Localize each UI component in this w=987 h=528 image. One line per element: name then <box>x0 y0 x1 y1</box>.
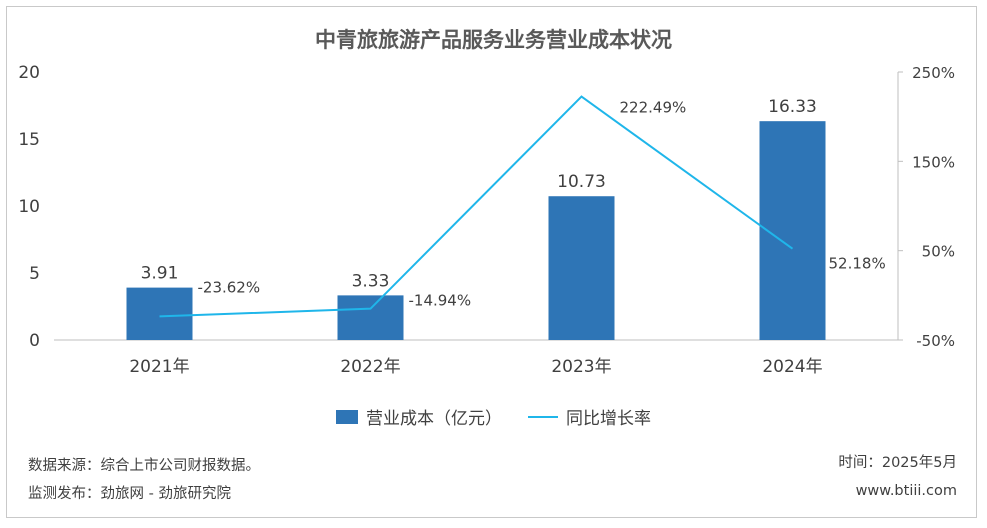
bar-2022年 <box>337 295 404 340</box>
right-axis-tick-label: -50% <box>916 332 955 350</box>
line-data-label: -14.94% <box>409 292 472 310</box>
footer-right: 时间：2025年5月 www.btiii.com <box>838 449 957 505</box>
bar-data-label: 16.33 <box>768 97 817 117</box>
bar-2023年 <box>548 196 615 340</box>
footer-left: 数据来源：综合上市公司财报数据。 监测发布：劲旅网 - 劲旅研究院 <box>28 452 260 508</box>
publisher-note: 监测发布：劲旅网 - 劲旅研究院 <box>28 486 231 502</box>
left-axis-tick-label: 5 <box>29 264 40 284</box>
line-data-label: 52.18% <box>829 255 886 273</box>
chart-legend: 营业成本（亿元） 同比增长率 <box>0 404 987 429</box>
x-axis-tick-label: 2023年 <box>551 357 611 377</box>
legend-bar-swatch <box>336 409 358 424</box>
left-axis-tick-label: 10 <box>18 197 40 217</box>
x-axis-tick-label: 2024年 <box>762 357 822 377</box>
bar-data-label: 3.33 <box>352 271 390 291</box>
bar-2024年 <box>759 121 826 340</box>
legend-label-growth: 同比增长率 <box>566 409 651 429</box>
chart-title: 中青旅旅游产品服务业务营业成本状况 <box>315 28 672 52</box>
data-source-note: 数据来源：综合上市公司财报数据。 <box>28 458 260 474</box>
legend-label-cost: 营业成本（亿元） <box>366 409 502 429</box>
left-axis-tick-label: 15 <box>18 130 40 150</box>
website-text: www.btiii.com <box>855 483 957 499</box>
legend-item-growth: 同比增长率 <box>528 404 651 429</box>
legend-line-swatch <box>528 415 558 418</box>
bar-2021年 <box>126 287 193 340</box>
bar-data-label: 3.91 <box>141 264 179 284</box>
line-data-label: -23.62% <box>198 278 261 296</box>
chart-plot: 0 5 10 15 20 -50% 50% 150% 250% 3.91 3.33 10.73 16.3… <box>18 63 955 377</box>
bar-data-label: 10.73 <box>557 172 606 192</box>
right-axis-tick-label: 250% <box>912 64 955 82</box>
line-data-label: 222.49% <box>620 99 687 117</box>
right-axis-tick-label: 150% <box>912 153 955 171</box>
right-axis-tick-label: 50% <box>922 243 955 261</box>
x-axis-tick-label: 2021年 <box>129 357 189 377</box>
legend-item-cost: 营业成本（亿元） <box>336 404 502 429</box>
left-axis-tick-label: 20 <box>18 63 40 83</box>
left-axis-tick-label: 0 <box>29 331 40 351</box>
growth-rate-line <box>159 95 794 318</box>
x-axis-tick-label: 2022年 <box>340 357 400 377</box>
publish-time: 时间：2025年5月 <box>838 455 957 471</box>
